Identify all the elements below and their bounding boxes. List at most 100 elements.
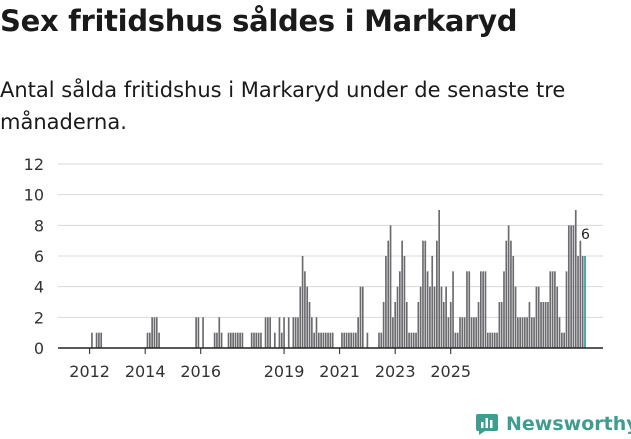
bar	[350, 332, 353, 348]
bar	[491, 332, 494, 348]
bar	[195, 317, 197, 348]
bar	[273, 332, 276, 348]
bar	[227, 332, 230, 348]
y-tick-label: 10	[24, 186, 44, 205]
bar	[563, 332, 565, 348]
bar	[554, 271, 556, 348]
bar	[345, 332, 348, 348]
bar	[278, 317, 281, 348]
bar	[357, 317, 359, 348]
y-tick-label: 12	[24, 155, 44, 174]
bar	[382, 302, 385, 348]
x-tick-label: 2012	[69, 362, 110, 381]
bar	[533, 317, 535, 348]
bar	[468, 271, 471, 348]
bar	[565, 271, 568, 348]
bar	[366, 332, 369, 348]
bar	[292, 317, 295, 348]
bar	[477, 302, 480, 348]
bar	[484, 271, 487, 348]
bar	[352, 332, 355, 348]
bar	[308, 302, 311, 348]
bar	[510, 240, 512, 348]
brand-name: Newsworthy	[506, 413, 631, 435]
newsworthy-chart-icon	[476, 414, 498, 435]
bar	[535, 286, 538, 348]
bar	[579, 240, 582, 348]
bar	[155, 317, 158, 348]
bar	[556, 286, 559, 348]
bar	[440, 286, 443, 348]
bar	[519, 317, 522, 348]
bar	[253, 332, 255, 348]
bar	[311, 317, 313, 348]
bar	[574, 210, 577, 348]
bar	[454, 332, 457, 348]
x-tick-label: 2019	[264, 362, 305, 381]
bar	[348, 332, 350, 348]
y-tick-label: 0	[34, 339, 44, 358]
bar	[317, 332, 320, 348]
bar	[424, 240, 427, 348]
bar	[361, 286, 364, 348]
bar	[322, 332, 325, 348]
bar	[542, 302, 545, 348]
x-tick-label: 2021	[319, 362, 360, 381]
bar	[429, 286, 431, 348]
bar	[503, 271, 505, 348]
bar	[301, 256, 304, 348]
bar	[438, 210, 440, 348]
bar	[459, 317, 461, 348]
bar	[220, 332, 223, 348]
bar	[232, 332, 234, 348]
bar	[540, 302, 542, 348]
y-tick-label: 6	[34, 247, 44, 266]
x-tick-label: 2014	[125, 362, 166, 381]
bar	[213, 332, 216, 348]
bar	[287, 317, 290, 348]
bar	[257, 332, 260, 348]
x-tick-label: 2016	[180, 362, 221, 381]
bar	[426, 271, 429, 348]
bar	[475, 317, 478, 348]
bar	[380, 332, 383, 348]
bar	[507, 225, 510, 348]
bar	[473, 317, 475, 348]
x-tick-label: 2023	[375, 362, 416, 381]
bar	[385, 256, 387, 348]
bar	[91, 332, 93, 348]
bar	[558, 317, 561, 348]
highlighted-bar	[584, 256, 586, 348]
bar	[530, 317, 533, 348]
bar	[561, 332, 563, 348]
last-value-annotation: 6	[581, 227, 590, 243]
bar	[158, 332, 160, 348]
bar	[398, 271, 401, 348]
bar	[355, 332, 357, 348]
bar	[324, 332, 327, 348]
bar	[436, 240, 438, 348]
bar	[452, 271, 454, 348]
y-tick-label: 2	[34, 308, 44, 327]
bar	[581, 256, 584, 348]
bar	[433, 286, 436, 348]
newsworthy-logo[interactable]: Newsworthy	[476, 410, 631, 438]
bar	[283, 317, 285, 348]
bar	[153, 317, 156, 348]
bar	[236, 332, 239, 348]
bar	[463, 317, 466, 348]
bar	[151, 317, 153, 348]
bar	[505, 240, 508, 348]
bar	[461, 317, 464, 348]
bar	[392, 317, 394, 348]
bar	[359, 286, 362, 348]
bar	[218, 317, 221, 348]
bar	[98, 332, 100, 348]
bar	[401, 240, 403, 348]
bar	[445, 286, 447, 348]
bar	[315, 317, 318, 348]
bar	[431, 256, 434, 348]
bar	[572, 225, 575, 348]
bar	[547, 302, 549, 348]
bar	[489, 332, 491, 348]
